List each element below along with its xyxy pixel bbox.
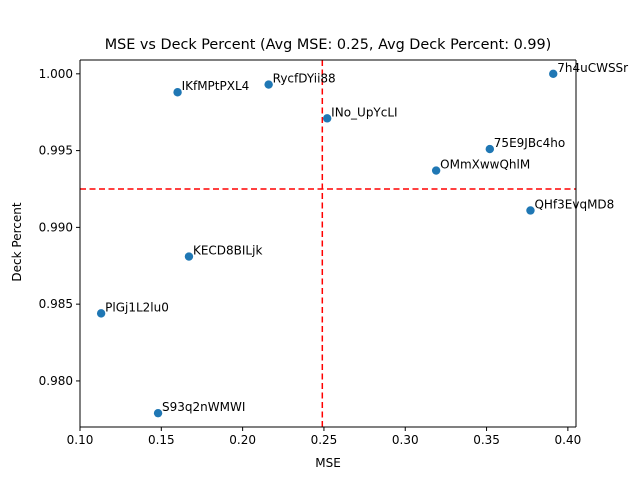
scatter-point <box>96 309 106 318</box>
point-label: 7h4uCWSSr <box>557 61 628 75</box>
point-label: RycfDYii88 <box>273 72 336 86</box>
scatter-point <box>264 80 273 89</box>
scatter-point <box>526 206 535 215</box>
y-tick-label: 0.995 <box>39 144 73 158</box>
scatter-point <box>549 69 558 79</box>
x-tick-label: 0.10 <box>67 433 94 447</box>
y-axis-label: Deck Percent <box>10 202 24 281</box>
point-label: QHf3EvqMD8 <box>534 197 614 211</box>
x-tick-label: 0.25 <box>311 433 338 447</box>
plot-area: 7h4uCWSSr RycfDYii88 IKfMPtPXL4 INo_UpYcLI 7… <box>39 59 628 447</box>
point-label: INo_UpYcLI <box>331 105 397 119</box>
point-label: OMmXwwQhlM <box>440 158 530 172</box>
scatter-point <box>322 114 332 123</box>
y-tick-label: 0.980 <box>39 374 73 388</box>
scatter-point <box>173 88 182 97</box>
x-tick-label: 0.20 <box>229 433 256 447</box>
scatter-point <box>485 144 495 154</box>
point-label: 75E9JBc4ho <box>494 136 565 150</box>
y-tick-label: 1.000 <box>39 67 73 81</box>
y-tick-label: 0.985 <box>39 297 73 311</box>
y-tick-label: 0.990 <box>39 220 73 234</box>
chart-title: MSE vs Deck Percent (Avg MSE: 0.25, Avg … <box>105 37 552 53</box>
x-tick-label: 0.15 <box>148 433 175 447</box>
point-label: S93q2nWMWI <box>162 400 245 414</box>
point-label: KECD8BILjk <box>193 244 262 258</box>
point-label: IKfMPtPXL4 <box>182 79 250 93</box>
x-axis-label: MSE <box>315 456 341 470</box>
point-label: PlGj1L2lu0 <box>105 300 169 314</box>
x-tick-label: 0.35 <box>473 433 500 447</box>
x-tick-label: 0.40 <box>555 433 582 447</box>
x-tick-label: 0.30 <box>392 433 419 447</box>
scatter-point <box>431 166 441 175</box>
scatter-point <box>153 408 163 418</box>
scatter-point <box>184 252 194 261</box>
